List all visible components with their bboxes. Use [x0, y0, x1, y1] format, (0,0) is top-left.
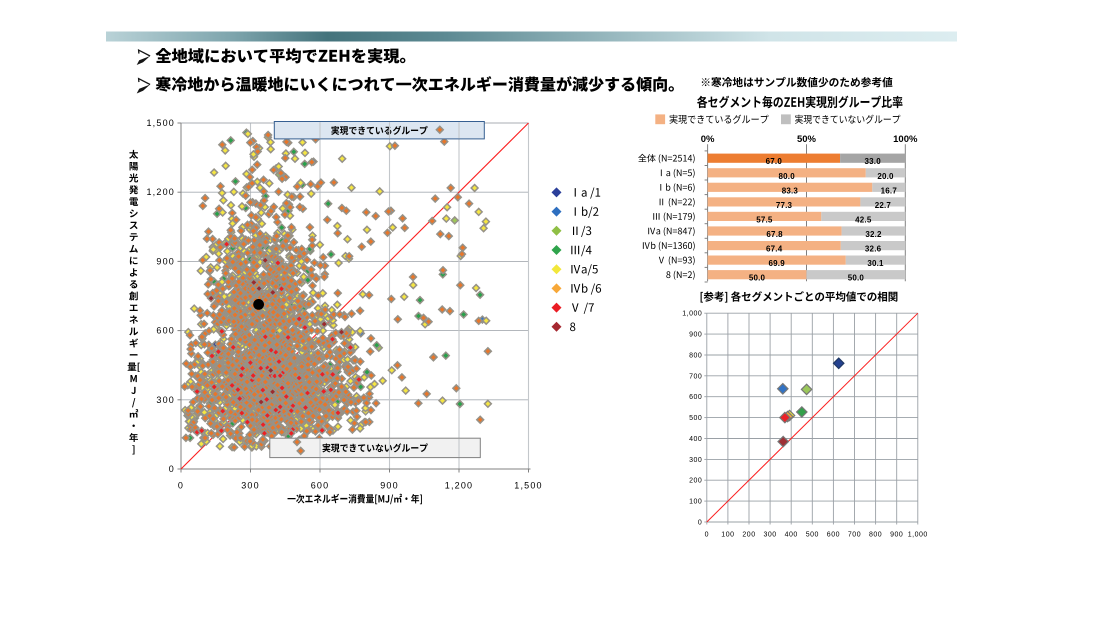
svg-text:1,000: 1,000	[682, 311, 702, 318]
svg-text:700: 700	[689, 373, 702, 380]
svg-text:200: 200	[742, 532, 755, 539]
svg-text:700: 700	[848, 532, 861, 539]
svg-text:32.6: 32.6	[865, 245, 882, 254]
svg-text:600: 600	[311, 481, 330, 491]
svg-text:50.0: 50.0	[848, 274, 865, 283]
svg-text:900: 900	[380, 481, 399, 491]
svg-text:67.0: 67.0	[766, 157, 783, 166]
svg-text:900: 900	[689, 332, 702, 339]
svg-text:0: 0	[169, 464, 175, 474]
svg-text:0: 0	[705, 532, 709, 539]
svg-text:83.3: 83.3	[782, 186, 799, 195]
svg-text:900: 900	[156, 256, 175, 266]
svg-text:20.0: 20.0	[877, 172, 894, 181]
svg-text:300: 300	[764, 532, 777, 539]
svg-text:32.2: 32.2	[865, 230, 882, 239]
svg-text:300: 300	[689, 457, 702, 464]
svg-text:77.3: 77.3	[776, 201, 793, 210]
svg-text:69.9: 69.9	[769, 259, 786, 268]
svg-text:42.5: 42.5	[855, 215, 872, 224]
svg-text:30.1: 30.1	[867, 259, 884, 268]
svg-text:300: 300	[241, 481, 260, 491]
svg-text:1,200: 1,200	[445, 481, 474, 491]
svg-text:500: 500	[806, 532, 819, 539]
svg-text:1,200: 1,200	[146, 187, 175, 197]
svg-text:400: 400	[689, 436, 702, 443]
svg-text:50%: 50%	[797, 134, 817, 145]
svg-text:600: 600	[827, 532, 840, 539]
svg-text:100%: 100%	[893, 134, 918, 145]
svg-text:900: 900	[890, 532, 903, 539]
svg-text:800: 800	[869, 532, 882, 539]
svg-text:67.8: 67.8	[766, 230, 783, 239]
svg-text:400: 400	[785, 532, 798, 539]
svg-text:500: 500	[689, 415, 702, 422]
svg-text:50.0: 50.0	[749, 274, 766, 283]
svg-text:80.0: 80.0	[779, 172, 796, 181]
svg-text:1,500: 1,500	[514, 481, 543, 491]
svg-text:100: 100	[721, 532, 734, 539]
svg-text:600: 600	[156, 326, 175, 336]
svg-text:22.7: 22.7	[875, 201, 892, 210]
svg-text:33.0: 33.0	[865, 157, 882, 166]
svg-text:600: 600	[689, 394, 702, 401]
svg-text:16.7: 16.7	[881, 186, 898, 195]
svg-text:0: 0	[178, 481, 184, 491]
svg-text:57.5: 57.5	[756, 215, 773, 224]
svg-text:200: 200	[689, 478, 702, 485]
svg-text:100: 100	[689, 499, 702, 506]
svg-text:0: 0	[698, 520, 702, 527]
svg-text:1,500: 1,500	[146, 118, 175, 128]
svg-text:0%: 0%	[701, 134, 715, 145]
svg-text:300: 300	[156, 395, 175, 405]
svg-text:800: 800	[689, 353, 702, 360]
svg-text:67.4: 67.4	[766, 245, 783, 254]
svg-text:1,000: 1,000	[908, 532, 928, 539]
